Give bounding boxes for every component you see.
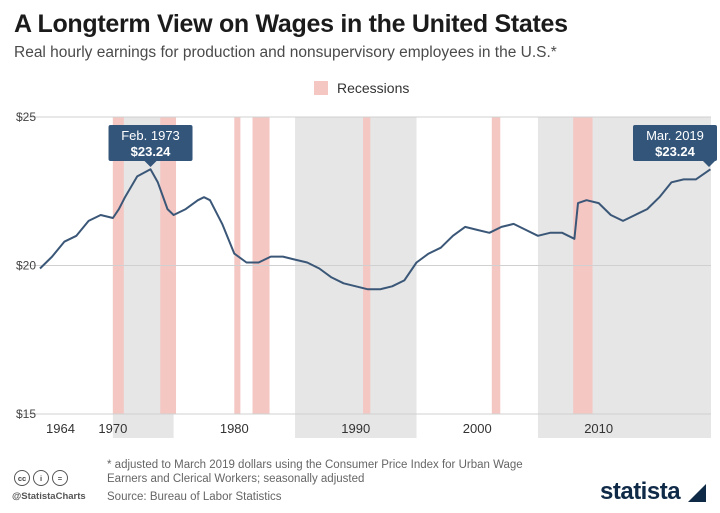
x-tick-label: 2000 bbox=[463, 421, 492, 436]
x-tick-label: 1970 bbox=[98, 421, 127, 436]
attribution-icon[interactable]: i bbox=[33, 470, 49, 486]
callout-box bbox=[108, 125, 193, 161]
y-tick-label: $25 bbox=[16, 110, 36, 124]
callout-value: $23.24 bbox=[655, 144, 696, 159]
callout-box bbox=[633, 125, 717, 161]
callout-pointer bbox=[703, 161, 715, 167]
x-tick-label: 1990 bbox=[341, 421, 370, 436]
no-derivatives-icon[interactable]: = bbox=[52, 470, 68, 486]
y-tick-label: $15 bbox=[16, 407, 36, 421]
footnote: * adjusted to March 2019 dollars using t… bbox=[107, 459, 523, 485]
axis: $25 $20 $15 1964 1970 1980 1990 2000 2010 bbox=[16, 110, 711, 436]
cc-icon[interactable]: cc bbox=[14, 470, 30, 486]
callout-pointer bbox=[144, 161, 157, 167]
series-line-group bbox=[39, 168, 711, 291]
x-tick-label: 1964 bbox=[46, 421, 75, 436]
legend: Recessions bbox=[314, 80, 409, 96]
series-line bbox=[39, 168, 711, 291]
social-handle[interactable]: @StatistaCharts bbox=[12, 491, 86, 502]
statista-logo[interactable]: statista bbox=[600, 478, 681, 505]
statista-logo-mark-icon bbox=[688, 484, 706, 502]
y-tick-label: $20 bbox=[16, 259, 36, 273]
legend-label-recessions: Recessions bbox=[337, 80, 410, 96]
shaded-bands bbox=[112, 117, 711, 438]
x-tick-label: 2010 bbox=[584, 421, 613, 436]
callout-value: $23.24 bbox=[131, 144, 172, 159]
x-tick-label: 1980 bbox=[220, 421, 249, 436]
legend-swatch-recessions bbox=[314, 81, 328, 95]
callout-date: Feb. 1973 bbox=[121, 128, 180, 143]
license-badges: cc i = bbox=[14, 470, 68, 486]
chart-title: A Longterm View on Wages in the United S… bbox=[14, 10, 568, 38]
source-text: Source: Bureau of Labor Statistics bbox=[107, 491, 282, 503]
shaded-band bbox=[537, 117, 711, 438]
shaded-band bbox=[295, 117, 417, 438]
callout-date: Mar. 2019 bbox=[646, 128, 704, 143]
chart-subtitle: Real hourly earnings for production and … bbox=[14, 44, 557, 61]
